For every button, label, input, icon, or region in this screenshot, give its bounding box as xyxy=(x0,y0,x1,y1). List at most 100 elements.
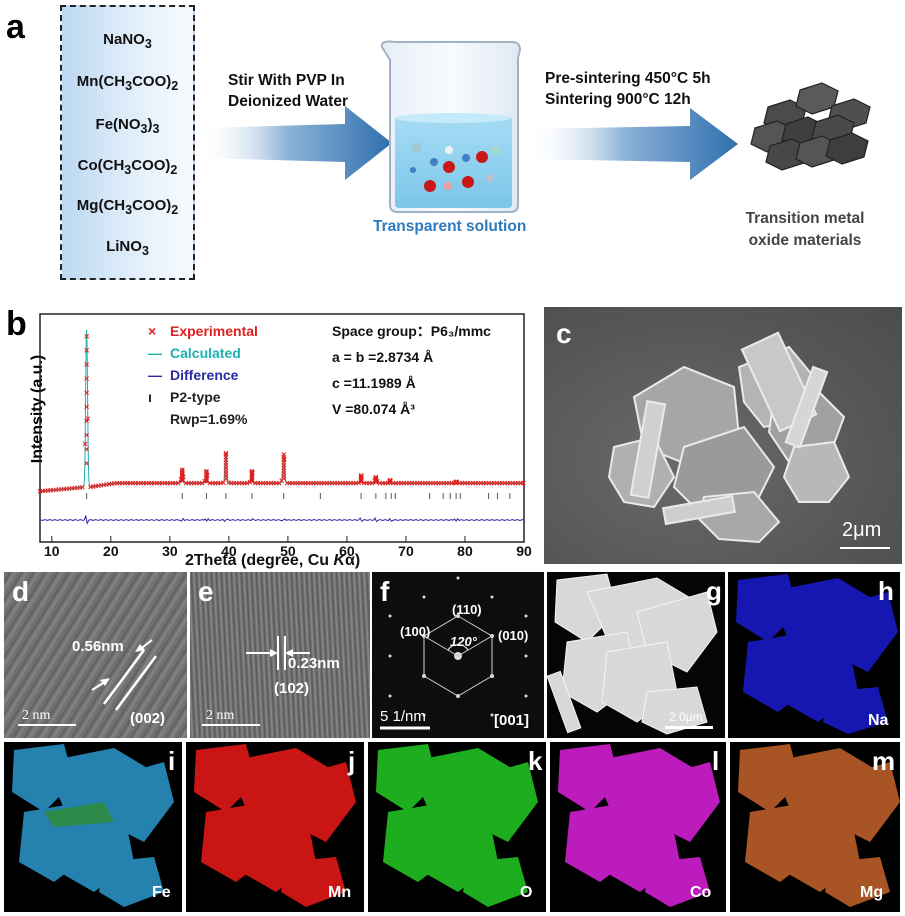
map-na-label: Na xyxy=(868,712,889,729)
map-co xyxy=(550,742,726,912)
process-arrows xyxy=(200,40,871,213)
reagent-mn-acetate: Mn(CH3COO)2 xyxy=(76,73,179,93)
experimental-point xyxy=(84,333,89,339)
experimental-point xyxy=(84,418,89,424)
reagent-fe-nitrate: Fe(NO3)3 xyxy=(95,116,160,136)
hrtem-e-annotation xyxy=(202,636,310,726)
hrtem-e-spacing: 0.23nm xyxy=(288,655,340,672)
product-caption-line2: oxide materials xyxy=(748,232,862,249)
experimental-point xyxy=(84,461,89,466)
saed-110: (110) xyxy=(452,602,482,617)
beaker-icon xyxy=(380,40,522,213)
experimental-point xyxy=(80,484,85,490)
experimental-point xyxy=(84,390,89,396)
sem-scale-bar xyxy=(840,547,890,549)
saed-scale: 5 1/nm xyxy=(380,708,426,725)
experimental-point xyxy=(220,480,226,486)
panel-label-f: f xyxy=(380,576,390,607)
saed-spots xyxy=(380,576,528,730)
experimental-point xyxy=(358,473,364,478)
param-c: c =11.1989 Å xyxy=(332,375,416,391)
haadf-particles xyxy=(547,573,718,735)
map-na-signal xyxy=(736,574,898,734)
hrtem-d-annotation xyxy=(18,639,158,726)
difference-line xyxy=(39,515,525,525)
step2-line2: Sintering 900°C 12h xyxy=(545,91,691,108)
haadf-image: 2.0μm xyxy=(547,572,725,738)
saed-010: (010) xyxy=(498,628,529,643)
map-mn-label: Mn xyxy=(328,884,352,901)
haadf-scale-bar xyxy=(665,726,713,729)
experimental-point xyxy=(204,469,209,475)
x-tick-label: 90 xyxy=(516,543,532,559)
x-tick-label: 50 xyxy=(280,543,296,559)
map-mn xyxy=(186,742,364,912)
sem-scale-label: 2μm xyxy=(842,519,882,541)
map-o xyxy=(368,742,546,912)
sem-particles xyxy=(607,331,851,544)
panel-label-j: j xyxy=(348,746,356,776)
product-caption-line1: Transition metal xyxy=(745,210,865,227)
experimental-point xyxy=(249,469,255,475)
panel-label-a: a xyxy=(6,8,25,46)
saed-pattern: (110) (100) (010) 120° 5 1/nm [001] xyxy=(372,572,544,738)
x-tick-label: 10 xyxy=(44,543,60,559)
legend-p2-label: P2-type xyxy=(170,389,221,405)
reagent-nano3: NaNO3 xyxy=(103,31,152,51)
experimental-point xyxy=(84,376,89,381)
reagent-lino3: LiNO3 xyxy=(106,238,149,258)
map-fe-signal xyxy=(12,744,174,907)
sem-image: 2μm xyxy=(544,307,902,564)
panel-label-d: d xyxy=(12,576,30,607)
xrd-chart: 10 20 30 40 50 60 70 80 90 xyxy=(37,313,532,559)
arrow-1 xyxy=(200,106,392,180)
map-mg-signal xyxy=(738,744,900,907)
experimental-point xyxy=(84,347,89,353)
hrtem-e-plane: (102) xyxy=(274,680,310,697)
param-ab: a = b =2.8734 Å xyxy=(332,349,434,365)
experimental-point xyxy=(84,446,89,452)
experimental-point xyxy=(281,452,287,457)
map-mg-label: Mg xyxy=(860,884,884,901)
panel-label-e: e xyxy=(198,576,214,607)
map-o-signal xyxy=(376,744,538,907)
map-na xyxy=(728,572,900,738)
saed-zone: [001] xyxy=(494,712,530,729)
legend-experimental: × Experimental xyxy=(148,323,258,339)
lattice-params: Space group：P6₃/mmc a = b =2.8734 Å c =1… xyxy=(332,320,491,420)
beaker-caption: Transparent solution xyxy=(373,218,527,235)
param-v: V =80.074 Å³ xyxy=(332,401,415,417)
experimental-point xyxy=(223,452,229,457)
reagent-box: NaNO3 Mn(CH3COO)2 Fe(NO3)3 Co(CH3COO)2 M… xyxy=(60,5,195,280)
x-tick-label: 80 xyxy=(457,543,473,559)
experimental-points xyxy=(37,333,526,494)
panel-label-b: b xyxy=(6,305,27,343)
hrtem-image-e: 0.23nm (102) 2 nm xyxy=(190,572,370,738)
panel-label-c: c xyxy=(556,318,572,349)
haadf-scale: 2.0μm xyxy=(669,710,703,724)
legend-experimental-label: Experimental xyxy=(170,323,258,339)
arrow-2 xyxy=(528,108,738,180)
experimental-point xyxy=(223,450,229,456)
experimental-point xyxy=(244,480,250,486)
x-tick-label: 40 xyxy=(221,543,237,559)
hexagon-plates-icon xyxy=(750,82,871,171)
experimental-point xyxy=(85,416,91,421)
legend-calculated-label: Calculated xyxy=(170,345,241,361)
hrtem-e-scale: 2 nm xyxy=(206,708,235,723)
experimental-point xyxy=(387,477,393,483)
p2-markers xyxy=(86,493,511,499)
plot-frame xyxy=(39,313,525,543)
map-co-label: Co xyxy=(690,884,712,901)
step2-line1: Pre-sintering 450°C 5h xyxy=(545,70,711,87)
legend-calculated: — Calculated xyxy=(148,345,241,361)
x-tick-label: 60 xyxy=(339,543,355,559)
legend-difference: — Difference xyxy=(148,367,239,383)
experimental-point xyxy=(84,432,89,438)
experimental-point xyxy=(521,480,526,486)
experimental-point xyxy=(249,468,255,474)
map-fe-label: Fe xyxy=(152,884,171,901)
panel-label-h: h xyxy=(878,576,894,606)
saed-angle: 120° xyxy=(450,634,477,649)
